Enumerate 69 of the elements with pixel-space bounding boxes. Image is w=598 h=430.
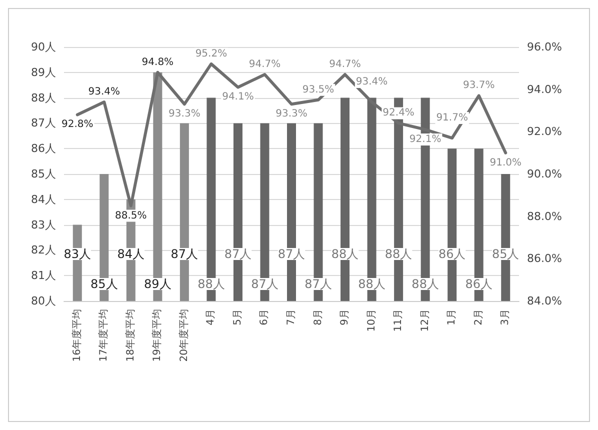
data-label: 85人 xyxy=(90,277,118,291)
data-label: 84人 xyxy=(117,247,145,261)
x-tick-label: 2月 xyxy=(473,309,484,326)
x-tick-label: 11月 xyxy=(393,309,404,332)
data-label: 88人 xyxy=(358,277,386,291)
data-label: 85人 xyxy=(492,247,520,261)
data-label: 94.1% xyxy=(222,92,254,103)
x-tick-label: 6月 xyxy=(259,309,270,326)
data-label: 93.3% xyxy=(276,108,308,120)
data-label: 83人 xyxy=(64,247,92,261)
y-tick-label: 88人 xyxy=(31,91,56,104)
data-label: 92.4% xyxy=(382,108,414,119)
data-label: 89人 xyxy=(144,277,172,291)
x-tick-label: 4月 xyxy=(206,309,217,326)
data-label: 87人 xyxy=(304,277,332,291)
y2-tick-label: 90.0% xyxy=(527,168,562,180)
x-tick-label: 12月 xyxy=(420,309,431,332)
x-tick-label: 10月 xyxy=(366,309,378,332)
x-tick-label: 19年度平均 xyxy=(151,309,164,362)
data-label: 86人 xyxy=(438,247,466,261)
y2-tick-label: 96.0% xyxy=(527,40,562,54)
y2-tick-label: 86.0% xyxy=(527,252,562,266)
y2-tick-label: 88.0% xyxy=(527,210,562,223)
data-label: 92.1% xyxy=(409,134,442,146)
x-tick-label: 1月 xyxy=(446,309,458,326)
data-label: 86人 xyxy=(465,277,492,291)
data-label: 88人 xyxy=(198,277,225,291)
x-tick-label: 18年度平均 xyxy=(124,309,136,362)
data-label: 93.5% xyxy=(302,84,334,96)
data-label: 93.4% xyxy=(356,76,388,88)
x-tick-label: 16年度平均 xyxy=(70,309,83,362)
y-tick-label: 90人 xyxy=(31,40,56,54)
x-tick-label: 9月 xyxy=(340,309,351,326)
y-tick-label: 85人 xyxy=(31,168,56,180)
x-tick-label: 20年度平均 xyxy=(178,309,190,362)
data-label: 87人 xyxy=(251,277,278,291)
data-label: 93.7% xyxy=(462,80,495,92)
y-tick-label: 82人 xyxy=(31,244,56,257)
y-tick-label: 80人 xyxy=(31,294,56,308)
data-label: 93.4% xyxy=(88,86,120,98)
data-label: 88人 xyxy=(331,247,359,261)
data-label: 91.0% xyxy=(490,157,522,168)
y2-tick-label: 84.0% xyxy=(527,294,562,308)
x-tick-label: 3月 xyxy=(500,309,512,326)
data-label: 95.2% xyxy=(195,48,228,60)
data-label: 87人 xyxy=(170,247,198,261)
data-label: 94.7% xyxy=(248,59,281,70)
x-tick-label: 8月 xyxy=(312,309,324,326)
data-label: 88人 xyxy=(412,277,439,291)
y-tick-label: 89人 xyxy=(31,66,56,79)
y-tick-label: 84人 xyxy=(31,192,56,206)
data-label: 92.8% xyxy=(61,119,94,130)
y2-tick-label: 92.0% xyxy=(527,125,562,138)
y2-tick-label: 94.0% xyxy=(527,82,562,96)
data-label: 87人 xyxy=(278,247,306,261)
x-tick-label: 17年度平均 xyxy=(98,309,110,362)
data-label: 94.8% xyxy=(142,56,174,68)
y-tick-label: 83人 xyxy=(31,218,56,232)
y-tick-label: 87人 xyxy=(31,116,56,130)
data-label: 88人 xyxy=(384,247,412,261)
data-label: 88.5% xyxy=(115,210,147,222)
data-label: 91.7% xyxy=(436,112,468,124)
y-tick-label: 86人 xyxy=(31,142,56,156)
y-tick-label: 81人 xyxy=(31,269,56,282)
data-label: 87人 xyxy=(224,247,252,261)
data-label: 94.7% xyxy=(329,59,361,70)
x-tick-label: 5月 xyxy=(232,309,244,326)
x-tick-label: 7月 xyxy=(286,309,297,326)
data-label: 93.3% xyxy=(168,108,200,120)
